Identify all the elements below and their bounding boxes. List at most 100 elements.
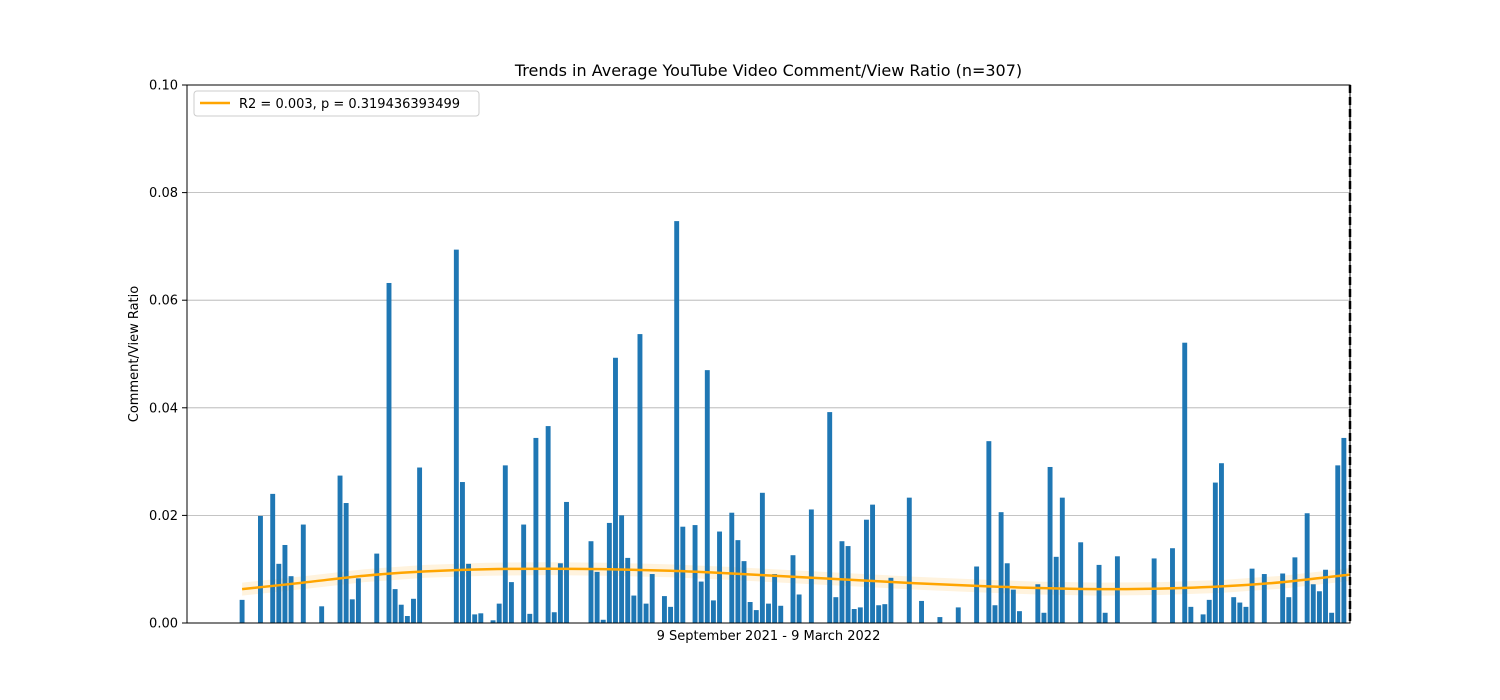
bar xyxy=(1341,437,1347,623)
bar xyxy=(300,524,306,623)
bar xyxy=(466,563,472,623)
bar xyxy=(1206,599,1212,623)
bar xyxy=(808,509,814,623)
bar xyxy=(460,482,465,623)
bar xyxy=(1280,573,1286,623)
bar xyxy=(759,492,765,623)
bar xyxy=(1231,597,1237,623)
bar xyxy=(882,604,888,623)
bar xyxy=(398,604,404,623)
y-tick-label: 0.08 xyxy=(149,186,178,201)
y-tick-label: 0.02 xyxy=(149,509,178,524)
bar xyxy=(319,606,325,623)
bar xyxy=(766,603,771,623)
bar xyxy=(508,582,514,623)
bar xyxy=(472,614,478,623)
bar xyxy=(1335,465,1341,623)
bar xyxy=(404,616,410,623)
bar xyxy=(906,497,912,623)
bar xyxy=(490,620,496,623)
bar xyxy=(888,577,894,623)
bar xyxy=(735,540,741,623)
bar xyxy=(1151,558,1157,623)
bar xyxy=(986,441,992,623)
bar xyxy=(386,282,392,623)
y-tick-label: 0.04 xyxy=(149,401,178,416)
bar xyxy=(521,524,527,623)
bar xyxy=(753,610,759,623)
bar xyxy=(827,412,833,623)
bar xyxy=(1096,564,1102,623)
trend-line-group xyxy=(241,567,1351,591)
bar xyxy=(741,561,747,623)
bar xyxy=(594,571,600,623)
bar xyxy=(1102,612,1108,623)
bar xyxy=(1243,606,1249,623)
y-axis-label: Comment/View Ratio xyxy=(127,286,142,422)
bar xyxy=(704,370,710,623)
bar xyxy=(637,334,643,623)
bar xyxy=(1017,611,1022,623)
bar xyxy=(343,503,349,623)
bar xyxy=(772,574,778,623)
bar xyxy=(839,541,845,623)
y-tick-label: 0.06 xyxy=(149,294,178,309)
bar xyxy=(674,221,680,624)
bar xyxy=(692,525,698,623)
y-axis-ticks: 0.00 0.02 0.04 0.06 0.08 0.10 xyxy=(149,79,187,632)
bar xyxy=(496,603,502,623)
bar xyxy=(955,607,961,623)
bar xyxy=(1010,589,1016,623)
bar xyxy=(710,600,716,623)
bar xyxy=(643,603,649,623)
bar xyxy=(1212,482,1218,623)
bar xyxy=(796,594,802,623)
trend-confidence-band xyxy=(242,562,1351,596)
bar xyxy=(392,589,398,623)
bar xyxy=(937,617,943,623)
y-tick-label: 0.00 xyxy=(149,617,178,632)
bar xyxy=(876,605,882,623)
bar xyxy=(374,553,380,623)
bar xyxy=(349,599,355,623)
bar xyxy=(1323,569,1328,623)
bar xyxy=(1261,574,1267,623)
bar xyxy=(790,555,796,623)
bar xyxy=(502,465,508,623)
bar xyxy=(270,493,276,623)
bar xyxy=(1059,497,1065,623)
bar xyxy=(845,546,851,623)
bar xyxy=(729,512,735,623)
bar xyxy=(355,578,361,623)
bar xyxy=(453,249,459,623)
bar xyxy=(606,522,612,623)
bar xyxy=(998,512,1004,623)
bar xyxy=(1047,466,1053,623)
bar xyxy=(661,596,667,623)
bar xyxy=(870,504,876,623)
bar xyxy=(417,467,423,623)
bar xyxy=(1041,612,1047,623)
bar xyxy=(717,531,722,623)
bar xyxy=(863,519,869,623)
bar xyxy=(1286,597,1292,623)
bar xyxy=(1035,584,1041,623)
bar xyxy=(239,599,245,623)
bar xyxy=(851,609,857,623)
bar xyxy=(557,563,563,623)
bar xyxy=(411,598,416,623)
bar xyxy=(337,475,343,623)
bar xyxy=(1053,556,1059,623)
bar xyxy=(1310,584,1316,623)
bar xyxy=(1004,563,1010,623)
bar xyxy=(551,612,557,623)
bar xyxy=(600,619,606,623)
plot-frame xyxy=(186,84,1351,624)
bar xyxy=(625,557,631,623)
bar xyxy=(1316,591,1322,623)
bar xyxy=(680,526,686,623)
bar xyxy=(276,563,282,623)
legend-box xyxy=(193,90,480,117)
bar xyxy=(1219,463,1224,623)
